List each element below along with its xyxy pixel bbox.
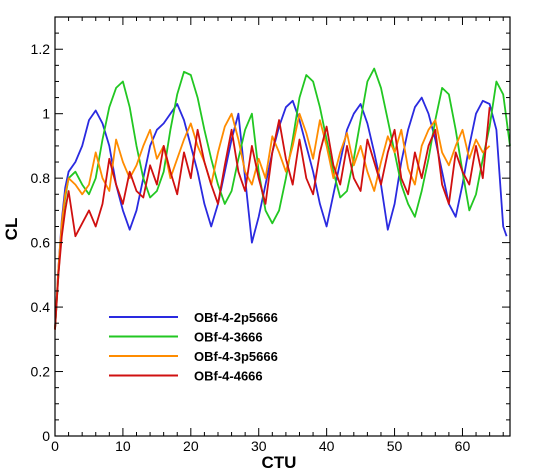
legend-label: OBf-4-4666 (194, 369, 263, 384)
x-tick-label: 20 (183, 438, 199, 454)
tick-labels: 0 10 20 30 40 50 60 0 0.2 0.4 0.6 0.8 1 1.2 (31, 41, 471, 454)
x-tick-label: 10 (115, 438, 131, 454)
y-tick-label: 0.4 (31, 299, 51, 315)
y-tick-label: 1.2 (31, 41, 51, 57)
plot-frame (54, 16, 511, 437)
y-tick-label: 0 (42, 428, 50, 444)
series-line-4 (54, 107, 491, 330)
y-tick-label: 0.8 (31, 170, 51, 186)
legend: OBf-4-2p5666 OBf-4-3666 OBf-4-3p5666 OBf-4-… (109, 310, 278, 384)
x-tick-label: 0 (51, 438, 59, 454)
legend-label: OBf-4-3p5666 (194, 349, 278, 364)
y-tick-label: 0.2 (31, 364, 51, 380)
x-tick-label: 60 (455, 438, 471, 454)
x-tick-label: 50 (387, 438, 403, 454)
x-axis-title: CTU (262, 453, 297, 471)
x-tick-label: 40 (319, 438, 335, 454)
y-tick-label: 1 (42, 106, 50, 122)
y-tick-label: 0.6 (31, 235, 51, 251)
y-axis-title: CL (2, 218, 21, 241)
plot-lines (54, 67, 511, 330)
legend-label: OBf-4-3666 (194, 330, 263, 345)
series-line-3 (54, 112, 491, 330)
x-tick-label: 30 (251, 438, 267, 454)
axis-ticks (54, 16, 510, 437)
legend-label: OBf-4-2p5666 (194, 310, 278, 325)
